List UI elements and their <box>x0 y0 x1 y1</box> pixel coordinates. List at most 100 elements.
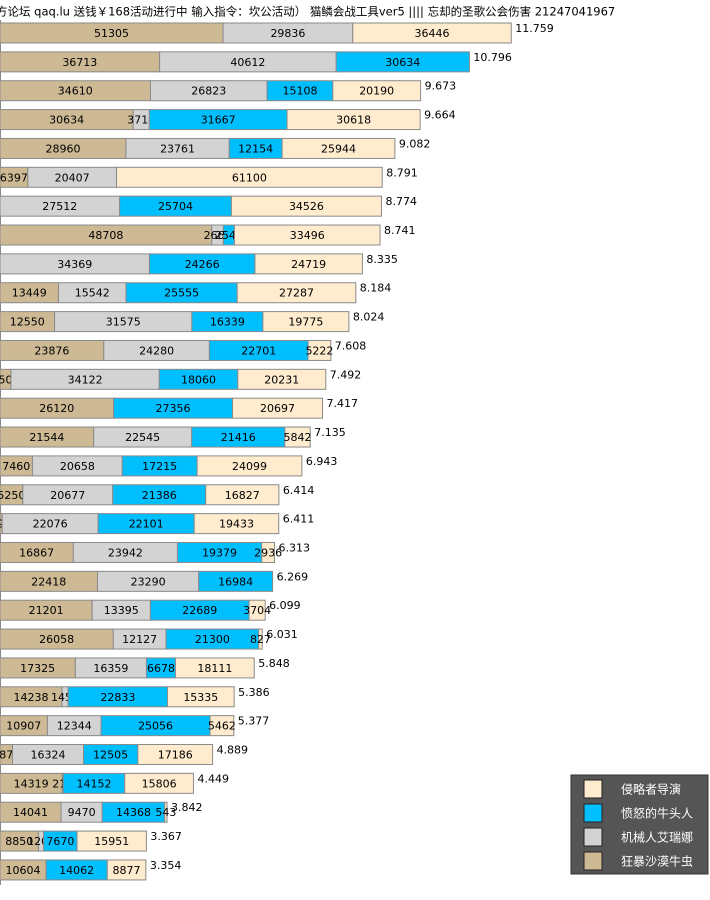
segment-label: 8850 <box>5 835 33 848</box>
segment-label: 21416 <box>221 431 256 444</box>
total-label: 8.184 <box>360 282 392 295</box>
segment-label: 40612 <box>230 56 265 69</box>
segment-label: 14041 <box>13 806 48 819</box>
bar-segment <box>198 570 274 592</box>
bar-segment <box>137 744 214 765</box>
segment-label: 25056 <box>138 720 173 733</box>
segment-label: 15542 <box>75 287 110 300</box>
segment-label: 25704 <box>158 200 193 213</box>
total-label: 7.135 <box>314 426 346 439</box>
total-label: 3.354 <box>150 859 182 872</box>
segment-label: 12154 <box>238 142 273 155</box>
segment-label: 48708 <box>88 229 123 242</box>
segment-label: 14319 <box>14 777 49 790</box>
segment-label: 7460 <box>2 460 30 473</box>
bar-segment <box>116 166 383 188</box>
segment-label: 22545 <box>125 431 160 444</box>
segment-label: 24266 <box>185 258 220 271</box>
segment-label: 12127 <box>122 633 157 646</box>
segment-label: 15806 <box>142 777 177 790</box>
segment-label: 34369 <box>57 258 92 271</box>
segment-label: 16359 <box>93 662 128 675</box>
segment-label: 13449 <box>12 287 47 300</box>
segment-label: 16867 <box>19 546 54 559</box>
legend-label: 狂暴沙漠牛虫 <box>621 854 693 869</box>
total-label: 8.741 <box>384 224 416 237</box>
segment-label: 30618 <box>336 114 371 127</box>
bar-segment <box>332 80 422 102</box>
segment-label: 21201 <box>29 604 64 617</box>
bar-segment <box>254 253 363 275</box>
bar-segment <box>193 513 280 535</box>
legend-label: 机械人艾瑞娜 <box>621 830 693 845</box>
segment-label: 18060 <box>181 373 216 386</box>
segment-label: 12344 <box>57 720 92 733</box>
segment-label: 19379 <box>202 546 237 559</box>
bar-segment <box>258 628 263 650</box>
segment-label: 26120 <box>39 402 74 415</box>
segment-label: 29836 <box>270 27 305 40</box>
segment-label: 20677 <box>50 489 85 502</box>
segment-label: 13395 <box>104 604 139 617</box>
bar-segment <box>232 397 324 419</box>
segment-label: 20190 <box>359 85 394 98</box>
segment-label: 6678 <box>147 662 175 675</box>
segment-label: 16324 <box>30 749 65 762</box>
segment-label: 17325 <box>20 662 55 675</box>
segment-label: 12550 <box>10 316 45 329</box>
segment-label: 12505 <box>93 749 128 762</box>
segment-label: 22833 <box>100 691 135 704</box>
segment-label: 27287 <box>279 287 314 300</box>
legend-swatch <box>583 803 603 823</box>
bar-segment <box>124 772 194 794</box>
bar-segment <box>106 859 147 881</box>
segment-label: 21544 <box>29 431 64 444</box>
total-label: 6.269 <box>277 570 309 583</box>
segment-label: 61100 <box>232 171 267 184</box>
bar-segment <box>76 830 147 852</box>
total-label: 9.673 <box>425 80 457 93</box>
segment-label: 15108 <box>282 85 317 98</box>
total-label: 5.377 <box>238 715 269 728</box>
total-label: 9.664 <box>424 109 456 122</box>
segment-label: 27356 <box>156 402 191 415</box>
segment-label: 16339 <box>210 316 245 329</box>
bar-segment <box>237 368 327 390</box>
segment-label: 10907 <box>6 720 41 733</box>
segment-label: 33496 <box>290 229 325 242</box>
total-label: 7.417 <box>327 397 359 410</box>
segment-label: 23876 <box>34 344 69 357</box>
segment-label: 14368 <box>116 806 151 819</box>
segment-label: 22076 <box>33 518 68 531</box>
segment-label: 16984 <box>218 575 253 588</box>
segment-label: 7670 <box>46 835 74 848</box>
legend-label: 愤怒的牛头人 <box>621 806 693 821</box>
segment-label: 9470 <box>68 806 96 819</box>
bar-segment <box>166 686 235 708</box>
bar-segment <box>174 657 255 679</box>
segment-label: 36713 <box>62 56 97 69</box>
segment-label: 28960 <box>45 142 80 155</box>
segment-label: 6397 <box>0 171 28 184</box>
segment-label: 20697 <box>260 402 295 415</box>
total-label: 4.889 <box>217 744 249 757</box>
segment-label: 23942 <box>108 546 143 559</box>
bar-segment <box>209 715 235 737</box>
segment-label: 22689 <box>182 604 217 617</box>
segment-label: 5842 <box>284 431 312 444</box>
segment-label: 51305 <box>94 27 129 40</box>
legend-swatch <box>583 827 603 847</box>
segment-label: 22701 <box>241 344 276 357</box>
segment-label: 16827 <box>225 489 260 502</box>
segment-label: 26058 <box>39 633 74 646</box>
total-label: 3.367 <box>150 830 182 843</box>
segment-label: 22101 <box>129 518 164 531</box>
segment-label: 31667 <box>201 114 236 127</box>
segment-label: 10604 <box>6 864 41 877</box>
segment-label: 14062 <box>59 864 94 877</box>
bar-segment <box>307 339 332 361</box>
segment-label: 3704 <box>243 604 271 617</box>
total-label: 8.335 <box>366 253 398 266</box>
total-label: 8.024 <box>353 311 385 324</box>
